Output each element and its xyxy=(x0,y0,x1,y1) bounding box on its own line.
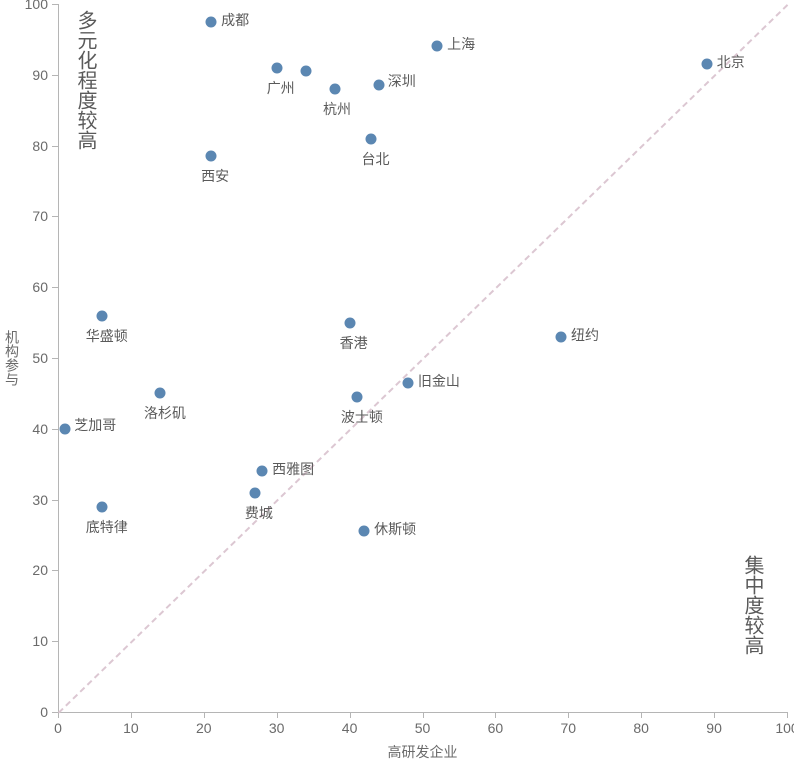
data-point xyxy=(257,466,268,477)
data-point xyxy=(271,62,282,73)
data-point-label: 洛杉矶 xyxy=(144,403,186,423)
x-tick-label: 40 xyxy=(342,720,358,736)
y-tick-label: 10 xyxy=(32,633,48,649)
data-point xyxy=(366,133,377,144)
data-point xyxy=(556,331,567,342)
data-point xyxy=(330,83,341,94)
y-tick-label: 40 xyxy=(32,421,48,437)
y-tick xyxy=(52,641,58,642)
data-point xyxy=(432,41,443,52)
y-tick-label: 20 xyxy=(32,562,48,578)
data-point-label: 费城 xyxy=(245,503,273,523)
data-point-label: 台北 xyxy=(361,149,389,169)
y-tick-label: 50 xyxy=(32,350,48,366)
data-point xyxy=(359,526,370,537)
y-tick xyxy=(52,570,58,571)
data-point-label: 北京 xyxy=(717,52,745,72)
x-tick-label: 30 xyxy=(269,720,285,736)
data-point-label: 杭州 xyxy=(323,99,351,119)
data-point-label: 华盛顿 xyxy=(86,326,128,346)
x-tick xyxy=(204,712,205,718)
data-point-label: 西安 xyxy=(201,166,229,186)
x-tick xyxy=(277,712,278,718)
y-axis xyxy=(58,4,59,712)
x-tick xyxy=(641,712,642,718)
data-point xyxy=(206,151,217,162)
data-point xyxy=(373,80,384,91)
x-tick-label: 50 xyxy=(415,720,431,736)
y-tick xyxy=(52,146,58,147)
y-tick xyxy=(52,75,58,76)
data-point-label: 广州 xyxy=(267,78,295,98)
x-tick xyxy=(568,712,569,718)
scatter-chart: 0 10 20 30 40 50 60 70 80 90 100 0 10 20 30 40 50 60 70 80 9… xyxy=(0,0,794,767)
x-tick xyxy=(714,712,715,718)
data-point-label: 深圳 xyxy=(388,71,416,91)
x-tick-label: 10 xyxy=(123,720,139,736)
data-point xyxy=(351,391,362,402)
x-tick-label: 80 xyxy=(633,720,649,736)
y-tick-label: 100 xyxy=(25,0,48,12)
data-point-label: 旧金山 xyxy=(418,371,460,391)
y-axis-title: 机构参与 xyxy=(2,330,22,386)
x-tick-label: 20 xyxy=(196,720,212,736)
y-tick xyxy=(52,216,58,217)
region-label: 集中度较高 xyxy=(740,555,763,655)
data-point-label: 上海 xyxy=(447,34,475,54)
data-point-label: 成都 xyxy=(221,10,249,30)
data-point xyxy=(344,317,355,328)
x-tick-label: 60 xyxy=(488,720,504,736)
x-axis-title: 高研发企业 xyxy=(388,742,458,762)
data-point xyxy=(60,423,71,434)
y-tick xyxy=(52,712,58,713)
region-label: 多元化程度较高 xyxy=(73,10,96,150)
x-tick xyxy=(423,712,424,718)
x-tick xyxy=(131,712,132,718)
data-point-label: 芝加哥 xyxy=(74,415,116,435)
data-point-label: 底特律 xyxy=(86,517,128,537)
x-tick-label: 100 xyxy=(775,720,794,736)
y-tick-label: 90 xyxy=(32,67,48,83)
y-tick-label: 60 xyxy=(32,279,48,295)
diagonal-reference-line xyxy=(58,4,788,713)
y-tick-label: 30 xyxy=(32,492,48,508)
data-point xyxy=(206,16,217,27)
x-tick xyxy=(495,712,496,718)
data-point xyxy=(96,310,107,321)
y-tick xyxy=(52,287,58,288)
y-tick xyxy=(52,429,58,430)
x-tick-label: 90 xyxy=(706,720,722,736)
y-tick xyxy=(52,4,58,5)
data-point-label: 波士顿 xyxy=(341,407,383,427)
data-point xyxy=(155,388,166,399)
data-point xyxy=(249,487,260,498)
x-tick-label: 0 xyxy=(54,720,62,736)
x-tick xyxy=(350,712,351,718)
x-tick-label: 70 xyxy=(561,720,577,736)
y-tick-label: 80 xyxy=(32,138,48,154)
data-point xyxy=(701,59,712,70)
data-point xyxy=(96,501,107,512)
data-point-label: 西雅图 xyxy=(272,459,314,479)
y-tick-label: 70 xyxy=(32,208,48,224)
x-tick xyxy=(787,712,788,718)
y-tick-label: 0 xyxy=(40,704,48,720)
data-point-label: 休斯顿 xyxy=(374,519,416,539)
y-tick xyxy=(52,500,58,501)
data-point xyxy=(300,66,311,77)
data-point xyxy=(402,377,413,388)
y-tick xyxy=(52,358,58,359)
data-point-label: 纽约 xyxy=(571,325,599,345)
data-point-label: 香港 xyxy=(340,333,368,353)
